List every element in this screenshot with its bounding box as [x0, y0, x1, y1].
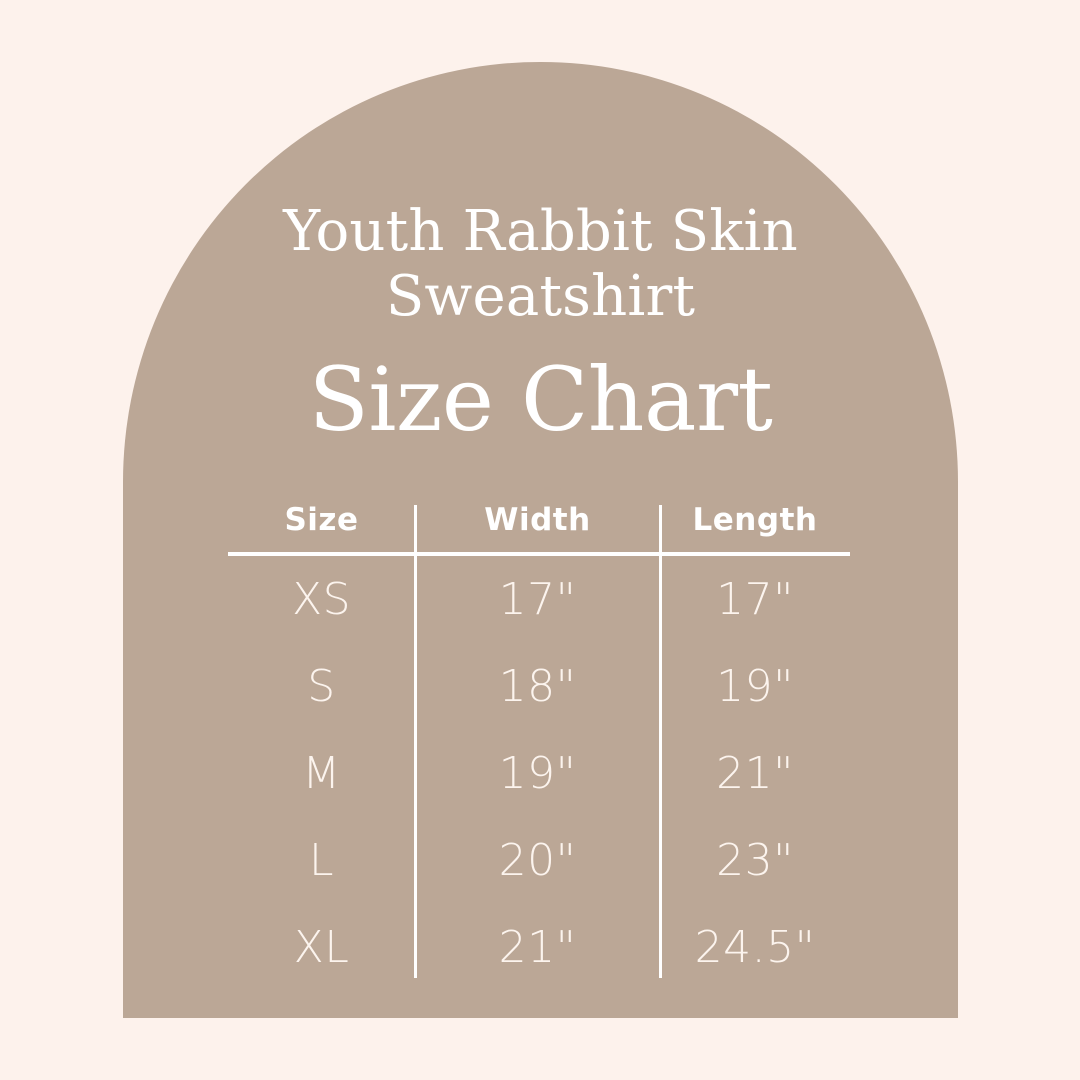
cell-length: 17": [716, 574, 794, 625]
cell-size: XL: [293, 922, 350, 973]
column-divider-1: [414, 505, 417, 978]
cell-size: XS: [291, 574, 352, 625]
column-header-size: Size: [284, 502, 359, 538]
cell-width: 18": [498, 661, 577, 712]
table-row: M 19" 21": [228, 730, 850, 817]
table-row: L 20" 23": [228, 817, 850, 904]
column-header-length: Length: [692, 502, 818, 538]
cell-length: 24.5": [694, 922, 816, 973]
size-chart-table: Size Width Length XS 17" 17" S 18" 19" M…: [228, 492, 850, 982]
cell-width: 17": [498, 574, 577, 625]
table-header-row: Size Width Length: [228, 492, 850, 548]
cell-length: 23": [716, 835, 794, 886]
arch-background-shape: [123, 62, 958, 1018]
cell-width: 19": [498, 748, 577, 799]
cell-size: S: [307, 661, 336, 712]
cell-size: L: [308, 835, 334, 886]
cell-size: M: [302, 748, 341, 799]
header-divider-line: [228, 552, 850, 556]
cell-width: 20": [498, 835, 577, 886]
table-body: XS 17" 17" S 18" 19" M 19" 21" L 20" 23"…: [228, 556, 850, 991]
table-row: S 18" 19": [228, 643, 850, 730]
table-row: XS 17" 17": [228, 556, 850, 643]
cell-length: 21": [716, 748, 794, 799]
column-header-width: Width: [484, 502, 591, 538]
cell-width: 21": [498, 922, 577, 973]
column-divider-2: [659, 505, 662, 978]
cell-length: 19": [716, 661, 794, 712]
table-row: XL 21" 24.5": [228, 904, 850, 991]
